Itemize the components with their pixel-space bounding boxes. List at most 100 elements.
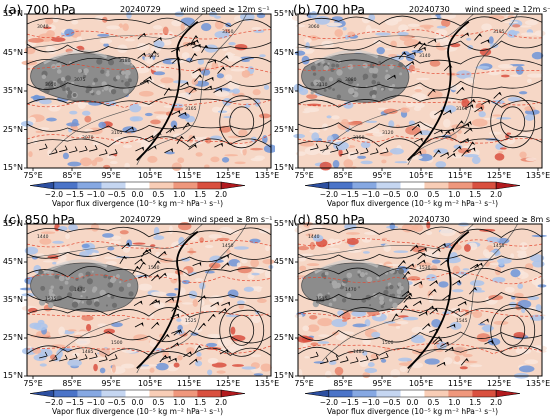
divergence-patch [294, 314, 303, 319]
wind-barb [142, 248, 152, 254]
terrain-shade [357, 270, 361, 274]
divergence-patch [530, 314, 544, 321]
coastline [407, 13, 518, 166]
wind-barb [340, 148, 349, 156]
wind-barb [442, 130, 451, 138]
divergence-patch [333, 141, 349, 151]
lon-label: 105°E [137, 379, 163, 388]
terrain-shade [398, 62, 404, 68]
divergence-patch [150, 291, 167, 297]
wind-barb [125, 126, 134, 133]
terrain-shade [118, 286, 125, 292]
divergence-patch [507, 97, 521, 102]
terrain-shade [310, 91, 314, 95]
wind-barb [405, 263, 415, 270]
terrain-shade [77, 299, 81, 303]
divergence-patch [257, 298, 267, 303]
divergence-patch [191, 69, 199, 79]
wind-barb [413, 281, 423, 286]
divergence-patch [254, 155, 266, 160]
contour-label: 1500 [382, 340, 394, 346]
divergence-patch [346, 237, 359, 246]
divergence-patch [260, 363, 272, 372]
panel-wind-threshold: wind speed ≥ 12m s⁻¹ [180, 5, 270, 14]
wind-barb [221, 262, 230, 269]
divergence-patch [122, 23, 129, 32]
colorbar-segment [197, 390, 222, 397]
height-contour [297, 55, 543, 67]
wind-barb [190, 53, 198, 62]
terrain-shade [107, 276, 112, 280]
terrain-shade [45, 81, 50, 86]
panel-date: 20240730 [409, 215, 450, 224]
wind-barb [89, 145, 98, 152]
divergence-patch [237, 266, 252, 274]
divergence-patch [43, 26, 52, 30]
contour-label: 3060 [308, 24, 320, 30]
wind-barb [441, 294, 451, 301]
lat-label: 25°N [2, 333, 23, 342]
terrain-shade [101, 89, 105, 92]
divergence-patch [494, 153, 505, 161]
divergence-patch [217, 110, 228, 113]
divergence-patch [462, 360, 478, 364]
terrain-shade [69, 285, 76, 292]
wind-barb [418, 311, 428, 317]
colorbar-tick: −1.0 [361, 190, 380, 199]
colorbar-arrow-right [220, 181, 246, 190]
terrain-shade [371, 94, 376, 99]
wind-barb [217, 66, 226, 74]
divergence-patch [84, 128, 94, 133]
divergence-patch [492, 114, 502, 117]
divergence-patch [180, 22, 185, 31]
divergence-patch [310, 342, 319, 346]
divergence-patch [440, 228, 456, 237]
divergence-patch [419, 262, 432, 267]
lon-label: 85°E [333, 379, 353, 388]
divergence-patch [459, 366, 468, 370]
divergence-patch [226, 55, 242, 62]
wind-barb [158, 272, 168, 280]
terrain-shade [77, 285, 84, 292]
terrain-shade [312, 72, 317, 76]
divergence-patch [174, 287, 179, 291]
coastline [136, 223, 247, 374]
lon-label: 135°E [254, 379, 280, 388]
divergence-patch [364, 231, 379, 235]
divergence-patch [99, 38, 113, 44]
divergence-patch [68, 224, 78, 231]
terrain-shade [110, 89, 117, 95]
divergence-patch [449, 251, 458, 261]
height-contour [297, 15, 543, 27]
wind-barb [143, 76, 152, 82]
divergence-patch [436, 25, 447, 29]
divergence-patch [171, 19, 183, 27]
divergence-patch [500, 74, 510, 78]
wind-barb [171, 57, 181, 64]
lat-label: 15°N [2, 371, 23, 380]
wind-barb [149, 50, 158, 59]
divergence-patch [194, 277, 203, 282]
wind-barb [481, 99, 491, 105]
terrain-shade [106, 70, 110, 74]
divergence-patch [190, 332, 199, 336]
divergence-patch [98, 121, 106, 129]
divergence-patch [532, 260, 545, 268]
contour-label: 1545 [456, 318, 468, 324]
terrain-shade [107, 282, 114, 288]
wind-barb [194, 74, 203, 82]
terrain-shade [126, 283, 132, 288]
map-a: 3040 3075 3105 3135 3165 3150 3050 3070 3180 [20, 10, 275, 190]
divergence-patch [107, 155, 116, 159]
lon-label: 75°E [23, 171, 43, 180]
wind-barb [187, 135, 196, 143]
divergence-patch [299, 265, 307, 272]
divergence-patch [309, 129, 321, 134]
divergence-patch [395, 124, 401, 129]
divergence-patch [486, 236, 500, 243]
height-contour [297, 226, 543, 238]
divergence-patch [497, 151, 504, 154]
wind-barb [340, 356, 349, 363]
divergence-patch [228, 41, 236, 46]
terrain-shade [86, 85, 93, 92]
